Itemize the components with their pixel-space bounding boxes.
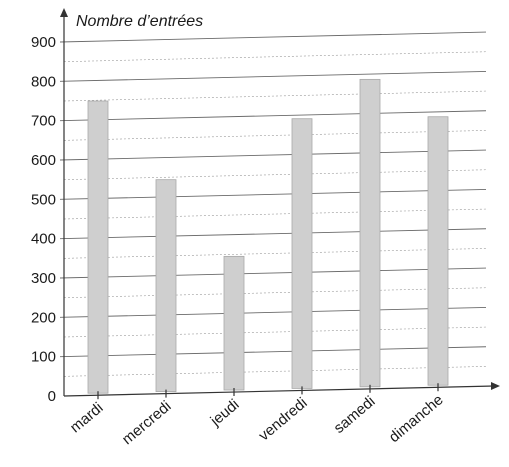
grid-line-minor bbox=[63, 208, 487, 220]
grid-line bbox=[59, 31, 487, 43]
y-tick-label: 700 bbox=[31, 113, 56, 130]
grid-line bbox=[59, 346, 487, 358]
y-tick-label: 600 bbox=[31, 152, 56, 169]
bar-mardi bbox=[87, 100, 109, 394]
y-tick-label: 900 bbox=[31, 34, 56, 51]
y-axis-arrow bbox=[60, 8, 68, 17]
grid-line bbox=[59, 70, 487, 82]
x-tick-label: vendredi bbox=[256, 394, 311, 444]
y-tick-label: 300 bbox=[31, 270, 56, 287]
x-tick-label: samedi bbox=[331, 393, 379, 437]
y-tick-label: 200 bbox=[31, 309, 56, 326]
bar-vendredi bbox=[291, 118, 313, 389]
grid-line-minor bbox=[63, 51, 487, 62]
grid-line-minor bbox=[63, 366, 487, 377]
grid-line bbox=[59, 188, 487, 200]
y-tick-label: 0 bbox=[48, 388, 56, 405]
x-axis bbox=[63, 385, 495, 397]
bars bbox=[87, 78, 449, 394]
grid-line-minor bbox=[63, 326, 487, 338]
bar-mercredi bbox=[155, 179, 177, 393]
x-tick-label: dimanche bbox=[386, 391, 447, 446]
x-axis-arrow bbox=[491, 382, 500, 390]
grid-line bbox=[59, 149, 487, 161]
y-tick-label: 400 bbox=[31, 231, 56, 248]
y-tick-labels: 0 100 200 300 400 500 600 700 800 900 bbox=[31, 34, 56, 405]
grid-line bbox=[59, 306, 487, 318]
y-tick-label: 800 bbox=[31, 73, 56, 90]
grid-line bbox=[59, 267, 487, 279]
bar-samedi bbox=[359, 78, 381, 388]
x-tick-labels: mardi mercredi jeudi vendredi samedi dimanche bbox=[67, 383, 447, 448]
axes bbox=[60, 8, 500, 397]
grid bbox=[59, 31, 487, 377]
grid-line-minor bbox=[63, 90, 487, 102]
grid-line-minor bbox=[63, 287, 487, 298]
y-axis-label: Nombre d’entrées bbox=[76, 13, 203, 30]
y-tick-label: 100 bbox=[31, 349, 56, 366]
bar-jeudi bbox=[223, 255, 245, 391]
grid-line-minor bbox=[63, 130, 487, 141]
grid-line-minor bbox=[63, 169, 487, 180]
x-tick-label: mercredi bbox=[119, 398, 175, 449]
grid-line bbox=[59, 228, 487, 240]
grid-line bbox=[59, 110, 487, 122]
bar-dimanche bbox=[427, 116, 449, 386]
x-tick-label: mardi bbox=[67, 399, 107, 436]
y-tick-label: 500 bbox=[31, 191, 56, 208]
x-tick-label: jeudi bbox=[207, 396, 243, 430]
grid-line-minor bbox=[63, 248, 487, 259]
